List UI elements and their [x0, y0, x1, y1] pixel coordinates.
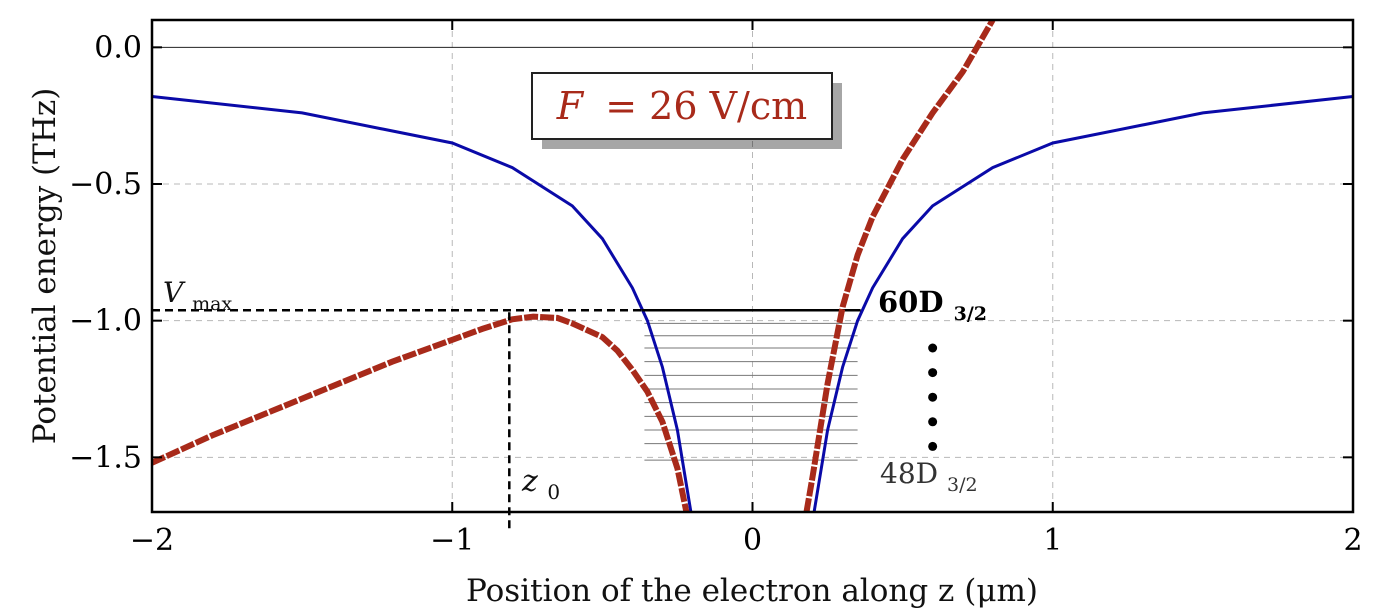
coulomb-curve-right — [812, 95, 1353, 512]
ellipsis-dot — [928, 441, 938, 451]
svg-text:60D 3/2: 60D 3/2 — [878, 285, 987, 325]
ellipsis-dot — [928, 368, 938, 378]
ellipsis-dot — [928, 343, 938, 353]
field-curve-right — [803, 20, 996, 512]
y-tick-label: −1.5 — [69, 440, 142, 475]
field-curve-left — [152, 313, 690, 512]
y-tick-label: 0.0 — [94, 30, 142, 65]
field-value: = 26 V/cm — [605, 84, 807, 128]
x-axis-label: Position of the electron along z (μm) — [466, 573, 1038, 609]
x-tick-label: −2 — [130, 523, 174, 558]
plot-area — [152, 20, 1353, 512]
z0-label: z — [521, 464, 538, 499]
x-tick-label: 1 — [1043, 523, 1062, 558]
y-tick-label: −0.5 — [69, 167, 142, 202]
svg-text:V max: V max — [163, 276, 232, 315]
vmax-label: V — [163, 276, 186, 309]
top-level-subscript: 3/2 — [954, 303, 987, 325]
axis-ticks: −2 −1 0 1 2 0.0 −0.5 −1.0 −1.5 — [69, 20, 1363, 558]
x-tick-label: 2 — [1343, 523, 1362, 558]
ellipsis-dot — [928, 392, 938, 402]
bottom-level-subscript: 3/2 — [947, 474, 978, 496]
svg-text:z 0: z 0 — [521, 464, 560, 504]
x-tick-label: 0 — [743, 523, 762, 558]
svg-text:48D 3/2: 48D 3/2 — [880, 457, 978, 496]
ellipsis-dot — [928, 417, 938, 427]
bottom-level-label: 48D — [880, 457, 938, 490]
vmax-subscript: max — [192, 293, 232, 315]
field-annotation-box: F = 26 V/cm — [531, 72, 842, 149]
z0-subscript: 0 — [547, 480, 560, 504]
coulomb-curve-left — [152, 95, 693, 512]
x-tick-label: −1 — [430, 523, 474, 558]
field-symbol: F — [556, 84, 585, 128]
svg-text:F = 26 V/cm: F = 26 V/cm — [556, 84, 807, 128]
top-level-label: 60D — [878, 285, 944, 319]
y-axis-label: Potential energy (THz) — [27, 88, 63, 445]
y-tick-label: −1.0 — [69, 304, 142, 339]
